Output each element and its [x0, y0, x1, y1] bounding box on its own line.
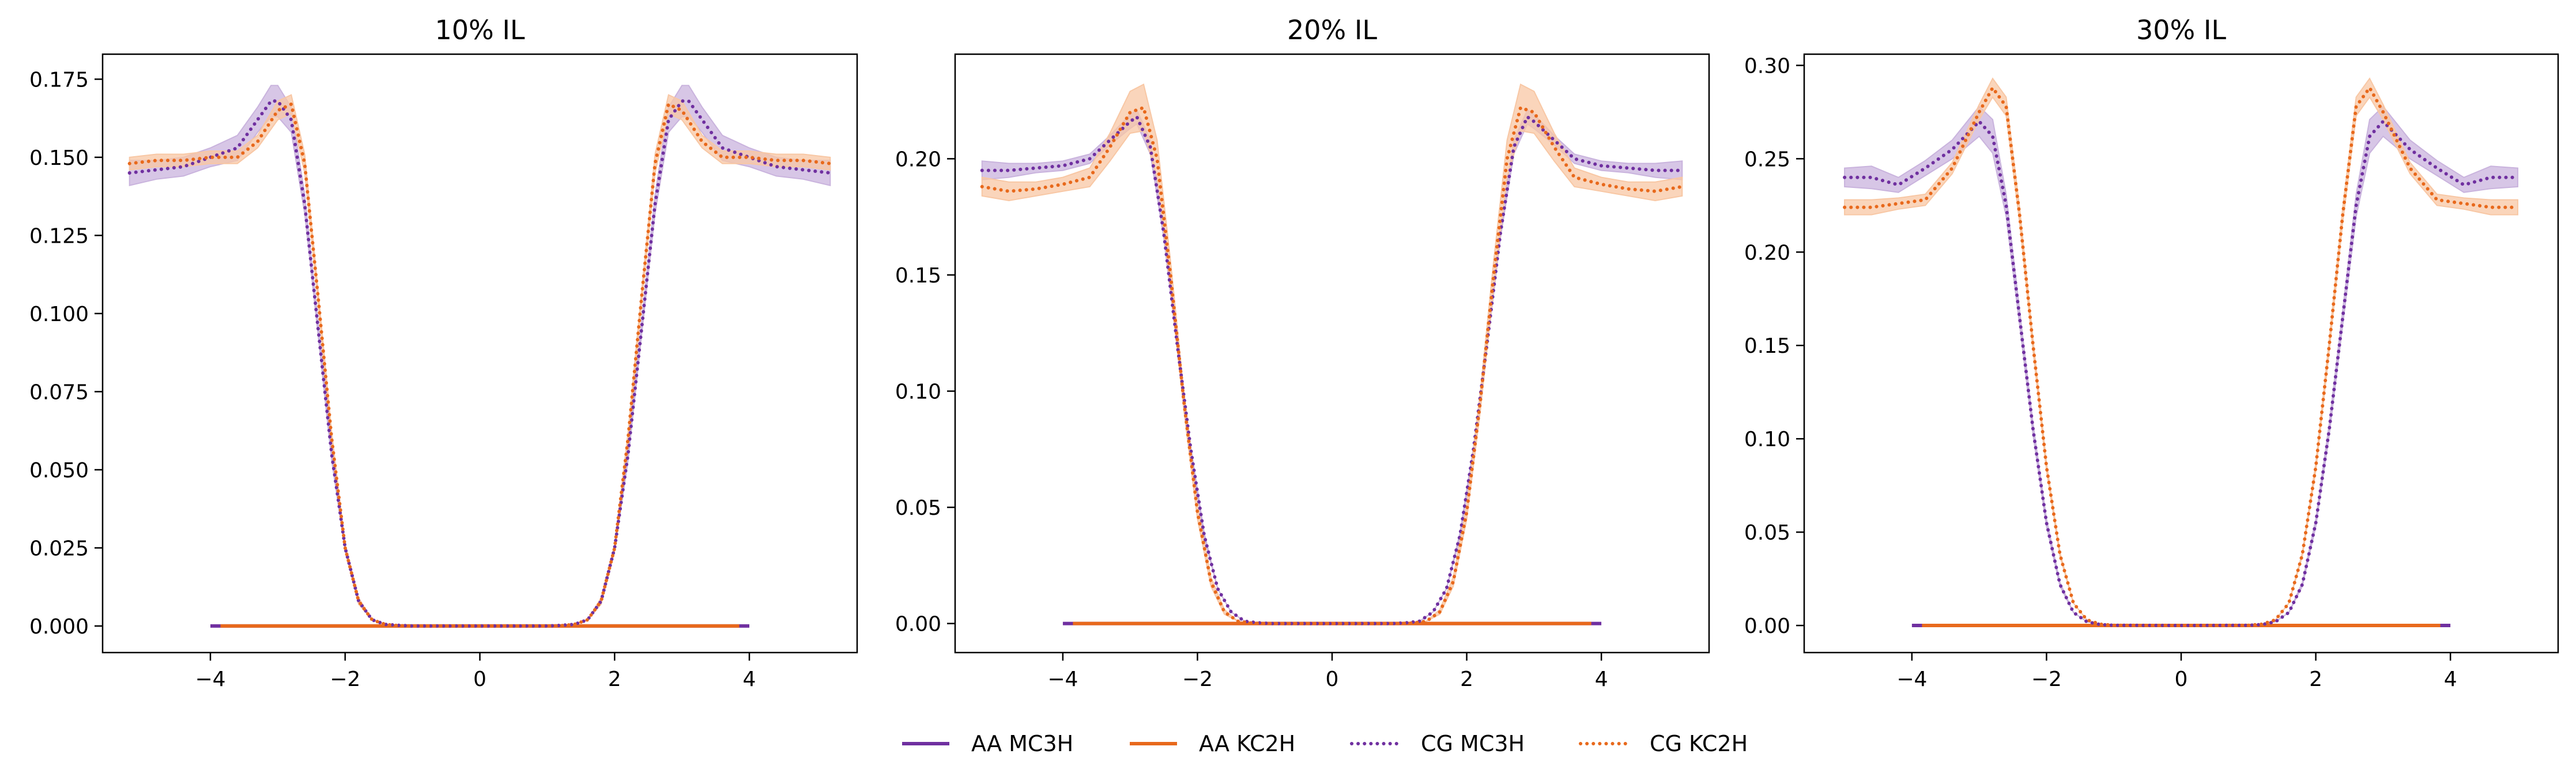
y-tick-label: 0.175 — [29, 68, 89, 92]
legend-entry-aa-mc3h: AA MC3H — [902, 731, 1073, 756]
y-tick-label: 0.20 — [1744, 241, 1790, 265]
y-tick-label: 0.15 — [895, 264, 941, 288]
x-tick-label: 2 — [2309, 668, 2322, 691]
series-line-cg-kc2h — [127, 102, 832, 628]
y-tick-label: 0.30 — [1744, 54, 1790, 78]
y-tick-label: 0.050 — [29, 459, 89, 483]
panel-title: 30% IL — [2136, 14, 2226, 46]
legend-entry-aa-kc2h: AA KC2H — [1130, 731, 1295, 756]
panel-title: 10% IL — [435, 14, 525, 46]
panel-title: 20% IL — [1287, 14, 1377, 46]
x-tick-label: 4 — [1595, 668, 1608, 691]
legend-entry-cg-mc3h: CG MC3H — [1350, 731, 1525, 756]
x-tick-label: 0 — [473, 668, 486, 691]
y-tick-label: 0.15 — [1744, 334, 1790, 358]
legend-entry-cg-kc2h: CG KC2H — [1579, 731, 1748, 756]
chart-panel-1: 10% IL −4 −2 0 2 4 0.000 0.025 0.050 0.075 0.100 0.… — [29, 14, 858, 691]
x-tick-label: −2 — [2031, 668, 2062, 691]
series-line-cg-kc2h — [980, 105, 1684, 625]
y-tick-label: 0.10 — [1744, 428, 1790, 451]
y-tick-label: 0.100 — [29, 303, 89, 326]
x-tick-label: 2 — [608, 668, 621, 691]
x-tick-label: 0 — [1326, 668, 1339, 691]
legend-label: CG KC2H — [1650, 731, 1748, 756]
chart-panels: 10% IL−4 −2 0 2 40.0000.0250.0500.0750.1000.… — [29, 14, 2559, 691]
confidence-band-cg-kc2h — [981, 83, 1683, 624]
x-tick-label: 4 — [743, 668, 756, 691]
confidence-band-cg-mc3h — [1844, 105, 2518, 627]
y-tick-label: 0.075 — [29, 380, 89, 404]
y-tick-label: 0.05 — [895, 496, 941, 520]
x-tick-label: −2 — [330, 668, 360, 691]
chart-panel-3: 30% IL −4 −2 0 2 4 0.00 0.05 0.10 0.15 0.20 0.25 0.3… — [1744, 14, 2559, 691]
y-tick-label: 0.00 — [1744, 615, 1790, 638]
y-tick-label: 0.05 — [1744, 521, 1790, 545]
legend-label: AA MC3H — [971, 731, 1073, 756]
series-line-cg-mc3h — [127, 99, 832, 628]
y-tick-label: 0.10 — [895, 380, 941, 404]
plot-area — [1843, 77, 2520, 627]
x-tick-label: −4 — [195, 668, 225, 691]
plot-area — [127, 85, 832, 628]
y-tick-label: 0.125 — [29, 224, 89, 248]
y-tick-label: 0.150 — [29, 146, 89, 170]
x-tick-label: −2 — [1182, 668, 1213, 691]
y-tick-label: 0.20 — [895, 148, 941, 171]
x-tick-label: −4 — [1047, 668, 1078, 691]
y-tick-label: 0.00 — [895, 613, 941, 636]
legend: AA MC3H AA KC2H CG MC3H CG KC2H — [902, 731, 1748, 756]
y-tick-label: 0.25 — [1744, 148, 1790, 171]
y-tick-label: 0.025 — [29, 537, 89, 560]
series-line-cg-mc3h — [980, 115, 1684, 625]
y-tick-label: 0.000 — [29, 615, 89, 639]
x-tick-label: −4 — [1896, 668, 1927, 691]
series-line-cg-mc3h — [1843, 119, 2520, 627]
x-tick-label: 4 — [2444, 668, 2457, 691]
plot-area — [980, 83, 1684, 625]
legend-label: AA KC2H — [1199, 731, 1295, 756]
x-tick-label: 0 — [2175, 668, 2188, 691]
x-tick-label: 2 — [1460, 668, 1473, 691]
chart-panel-2: 20% IL −4 −2 0 2 4 0.00 0.05 0.10 0.15 0.20 — [895, 14, 1710, 691]
legend-label: CG MC3H — [1421, 731, 1525, 756]
